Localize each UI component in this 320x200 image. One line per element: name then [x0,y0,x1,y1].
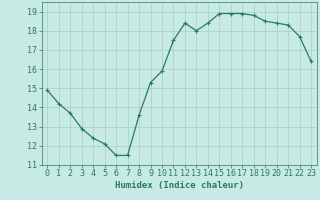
X-axis label: Humidex (Indice chaleur): Humidex (Indice chaleur) [115,181,244,190]
